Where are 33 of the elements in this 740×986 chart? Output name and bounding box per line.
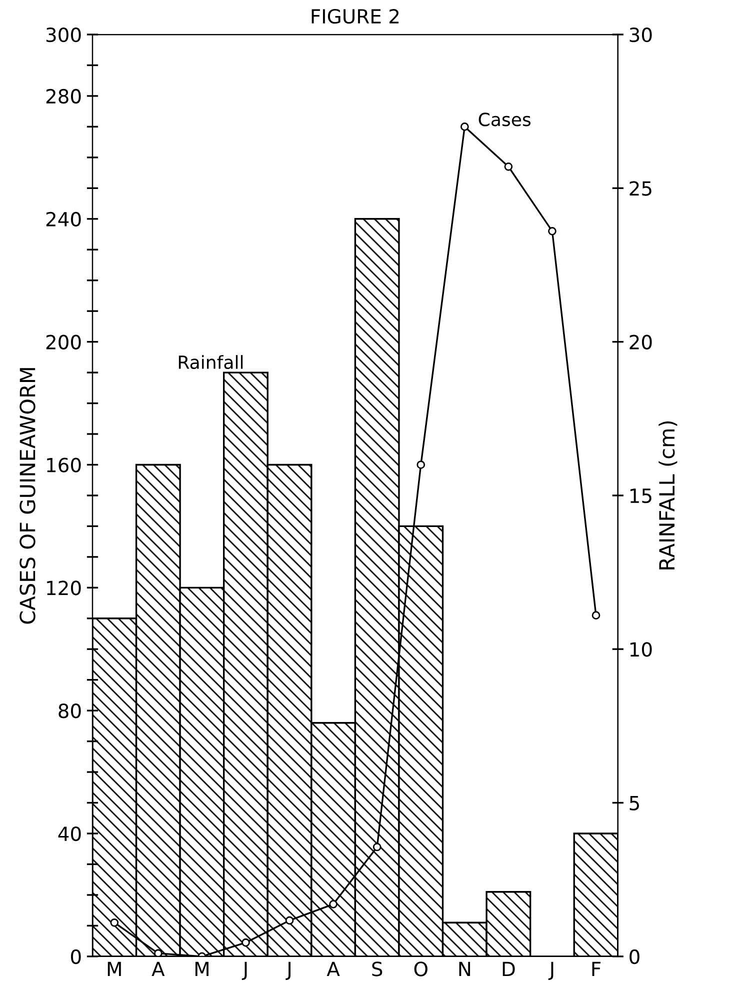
y2-tick-label: 0 xyxy=(630,949,640,964)
x-tick-label: J xyxy=(548,962,554,980)
x-tick-label: J xyxy=(242,962,247,980)
y-tick-label: 200 xyxy=(46,334,81,350)
y-tick-label: 80 xyxy=(58,704,81,718)
y-tick-label: 120 xyxy=(47,580,81,596)
y-tick-label: 0 xyxy=(70,949,81,964)
x-tick-label: N xyxy=(459,962,470,976)
y-axis-title: CASES OF GUINEAWORM xyxy=(20,368,36,624)
series-label: Cases xyxy=(478,112,531,126)
y-tick-label: 280 xyxy=(46,88,81,104)
series-label: Rainfall xyxy=(178,355,243,370)
y2-tick-label: 30 xyxy=(630,27,652,42)
x-tick-label: S xyxy=(372,962,382,976)
y2-tick-label: 15 xyxy=(630,488,652,504)
y-tick-label: 160 xyxy=(47,458,81,472)
x-tick-label: M xyxy=(108,962,121,976)
x-tick-label: M xyxy=(195,962,208,976)
x-tick-label: O xyxy=(414,962,428,976)
y-tick-label: 300 xyxy=(46,27,81,42)
x-tick-label: J xyxy=(286,962,290,980)
y2-tick-label: 10 xyxy=(630,642,652,657)
chart-title: FIGURE 2 xyxy=(312,8,399,24)
y-tick-label: 40 xyxy=(58,826,81,842)
y2-tick-label: 5 xyxy=(630,796,639,810)
x-tick-label: D xyxy=(502,962,515,976)
y-tick-label: 240 xyxy=(46,212,81,227)
x-tick-label: A xyxy=(152,962,165,976)
y2-tick-label: 20 xyxy=(630,334,652,350)
y2-axis-title: RAINFALL (cm) xyxy=(658,421,678,570)
x-tick-label: F xyxy=(592,962,600,976)
y2-tick-label: 25 xyxy=(630,181,652,196)
x-tick-label: A xyxy=(326,962,340,976)
